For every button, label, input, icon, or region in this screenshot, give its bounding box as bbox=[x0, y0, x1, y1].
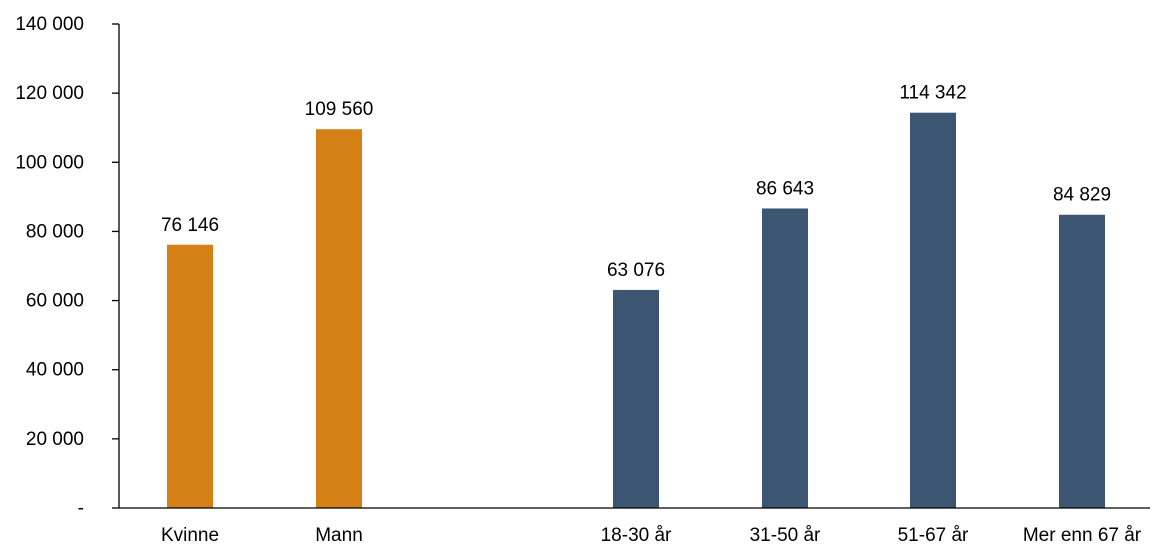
bar bbox=[613, 289, 659, 508]
y-tick-label: 100 000 bbox=[15, 152, 84, 173]
y-tick-label: 140 000 bbox=[15, 14, 84, 35]
data-label: 63 076 bbox=[607, 260, 665, 281]
category-label: 18-30 år bbox=[601, 525, 672, 546]
data-label: 84 829 bbox=[1053, 185, 1111, 206]
y-tick-label: 120 000 bbox=[15, 83, 84, 104]
data-labels: 76 146 109 560 63 076 86 643 114 342 84 829 bbox=[161, 83, 1111, 281]
bar bbox=[762, 208, 808, 508]
category-label: Kvinne bbox=[161, 525, 219, 546]
bar bbox=[910, 112, 956, 508]
bars bbox=[167, 112, 1105, 509]
data-label: 114 342 bbox=[899, 83, 966, 104]
y-tick-label: 60 000 bbox=[26, 291, 84, 312]
bar bbox=[167, 244, 213, 509]
category-label: Mann bbox=[315, 525, 363, 546]
y-tick-label: - bbox=[78, 498, 84, 519]
category-label: 31-50 år bbox=[750, 525, 821, 546]
y-axis: - 20 000 40 000 60 000 80 000 100 000 120 000 1… bbox=[15, 14, 120, 519]
y-tick-label: 80 000 bbox=[26, 221, 84, 242]
y-tick-label: 40 000 bbox=[26, 360, 84, 381]
bar bbox=[1059, 214, 1105, 509]
y-tick-label: 20 000 bbox=[26, 429, 84, 450]
data-label: 109 560 bbox=[305, 99, 374, 120]
data-label: 86 643 bbox=[756, 178, 814, 199]
category-label: 51-67 år bbox=[898, 525, 969, 546]
category-label: Mer enn 67 år bbox=[1023, 525, 1142, 546]
bar bbox=[316, 129, 362, 509]
x-axis: Kvinne Mann 18-30 år 31-50 år 51-67 år Mer en… bbox=[119, 507, 1150, 546]
data-label: 76 146 bbox=[161, 215, 219, 236]
